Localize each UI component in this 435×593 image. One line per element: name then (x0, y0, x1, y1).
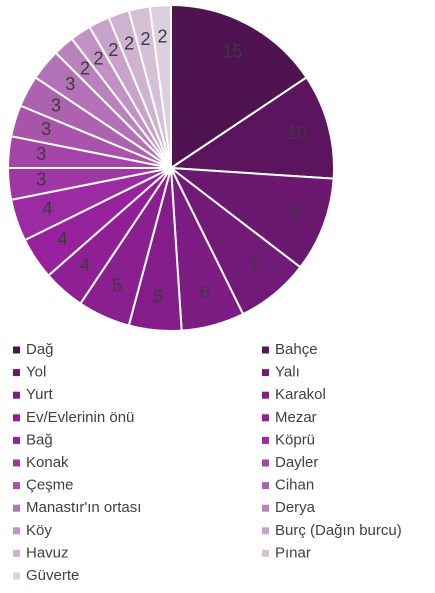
legend-marker (13, 414, 20, 422)
slice-label: 3 (51, 95, 61, 115)
legend-text: Çeşme (26, 477, 74, 494)
legend-text: Pınar (275, 544, 311, 561)
slice-label: 2 (108, 40, 118, 60)
legend-marker (13, 391, 20, 399)
legend-marker (13, 504, 20, 512)
legend-text: Ev/Evlerinin önü (26, 409, 134, 426)
legend-text: Köy (26, 522, 52, 539)
legend-text: Bağ (26, 431, 53, 448)
slice-label: 5 (153, 287, 163, 307)
legend-text: Köprü (275, 431, 315, 448)
slice-label: 6 (200, 283, 210, 303)
slice-label: 2 (157, 27, 167, 47)
legend-marker (262, 459, 269, 467)
legend-marker (262, 504, 269, 512)
slice-label: 2 (94, 48, 104, 68)
pie-slice (170, 3, 308, 170)
legend-text: Dağ (26, 341, 54, 358)
legend-text: Manastır'ın ortası (26, 499, 141, 516)
legend-marker (13, 549, 20, 557)
legend-text: Dayler (275, 454, 318, 471)
legend-text: Derya (275, 499, 316, 516)
legend-text: Burç (Dağın burcu) (275, 522, 402, 539)
slice-label: 4 (80, 255, 90, 275)
slice-label: 3 (36, 170, 46, 190)
slice-label: 3 (65, 74, 75, 94)
slice-label: 3 (41, 119, 51, 139)
slice-label: 15 (222, 42, 242, 62)
slice-label: 2 (141, 29, 151, 49)
slice-label: 7 (249, 258, 259, 278)
legend-marker (13, 369, 20, 377)
legend-text: Mezar (275, 409, 317, 426)
legend-text: Karakol (275, 386, 326, 403)
legend-text: Yurt (26, 386, 54, 403)
legend-text: Havuz (26, 544, 69, 561)
legend-text: Konak (26, 454, 69, 471)
legend-marker (13, 436, 20, 444)
legend-marker (13, 459, 20, 467)
legend-text: Güverte (26, 567, 79, 584)
slice-label: 5 (112, 276, 122, 296)
slice-label: 3 (36, 144, 46, 164)
slice-label: 2 (124, 33, 134, 53)
legend-marker (262, 527, 269, 535)
slice-label: 9 (288, 203, 298, 223)
slice-label: 4 (58, 229, 68, 249)
legend-marker (262, 391, 269, 399)
legend-marker (262, 436, 269, 444)
legend-marker (13, 346, 20, 354)
legend-marker (262, 414, 269, 422)
legend-marker (13, 572, 20, 580)
pie-slice (167, 166, 335, 269)
legend-marker (262, 369, 269, 377)
pie-slice (167, 76, 335, 180)
slice-label: 10 (287, 123, 307, 143)
legend-marker (262, 482, 269, 490)
legend-text: Yalı (275, 364, 300, 381)
legend-text: Bahçe (275, 341, 318, 358)
slice-label: 2 (80, 59, 90, 79)
legend-marker (262, 346, 269, 354)
legend-marker (13, 482, 20, 490)
legend-marker (13, 527, 20, 535)
pie-slice (148, 3, 172, 169)
slice-label: 4 (43, 199, 53, 219)
legend-text: Yol (26, 364, 46, 381)
legend-text: Cihan (275, 477, 314, 494)
legend-marker (262, 549, 269, 557)
